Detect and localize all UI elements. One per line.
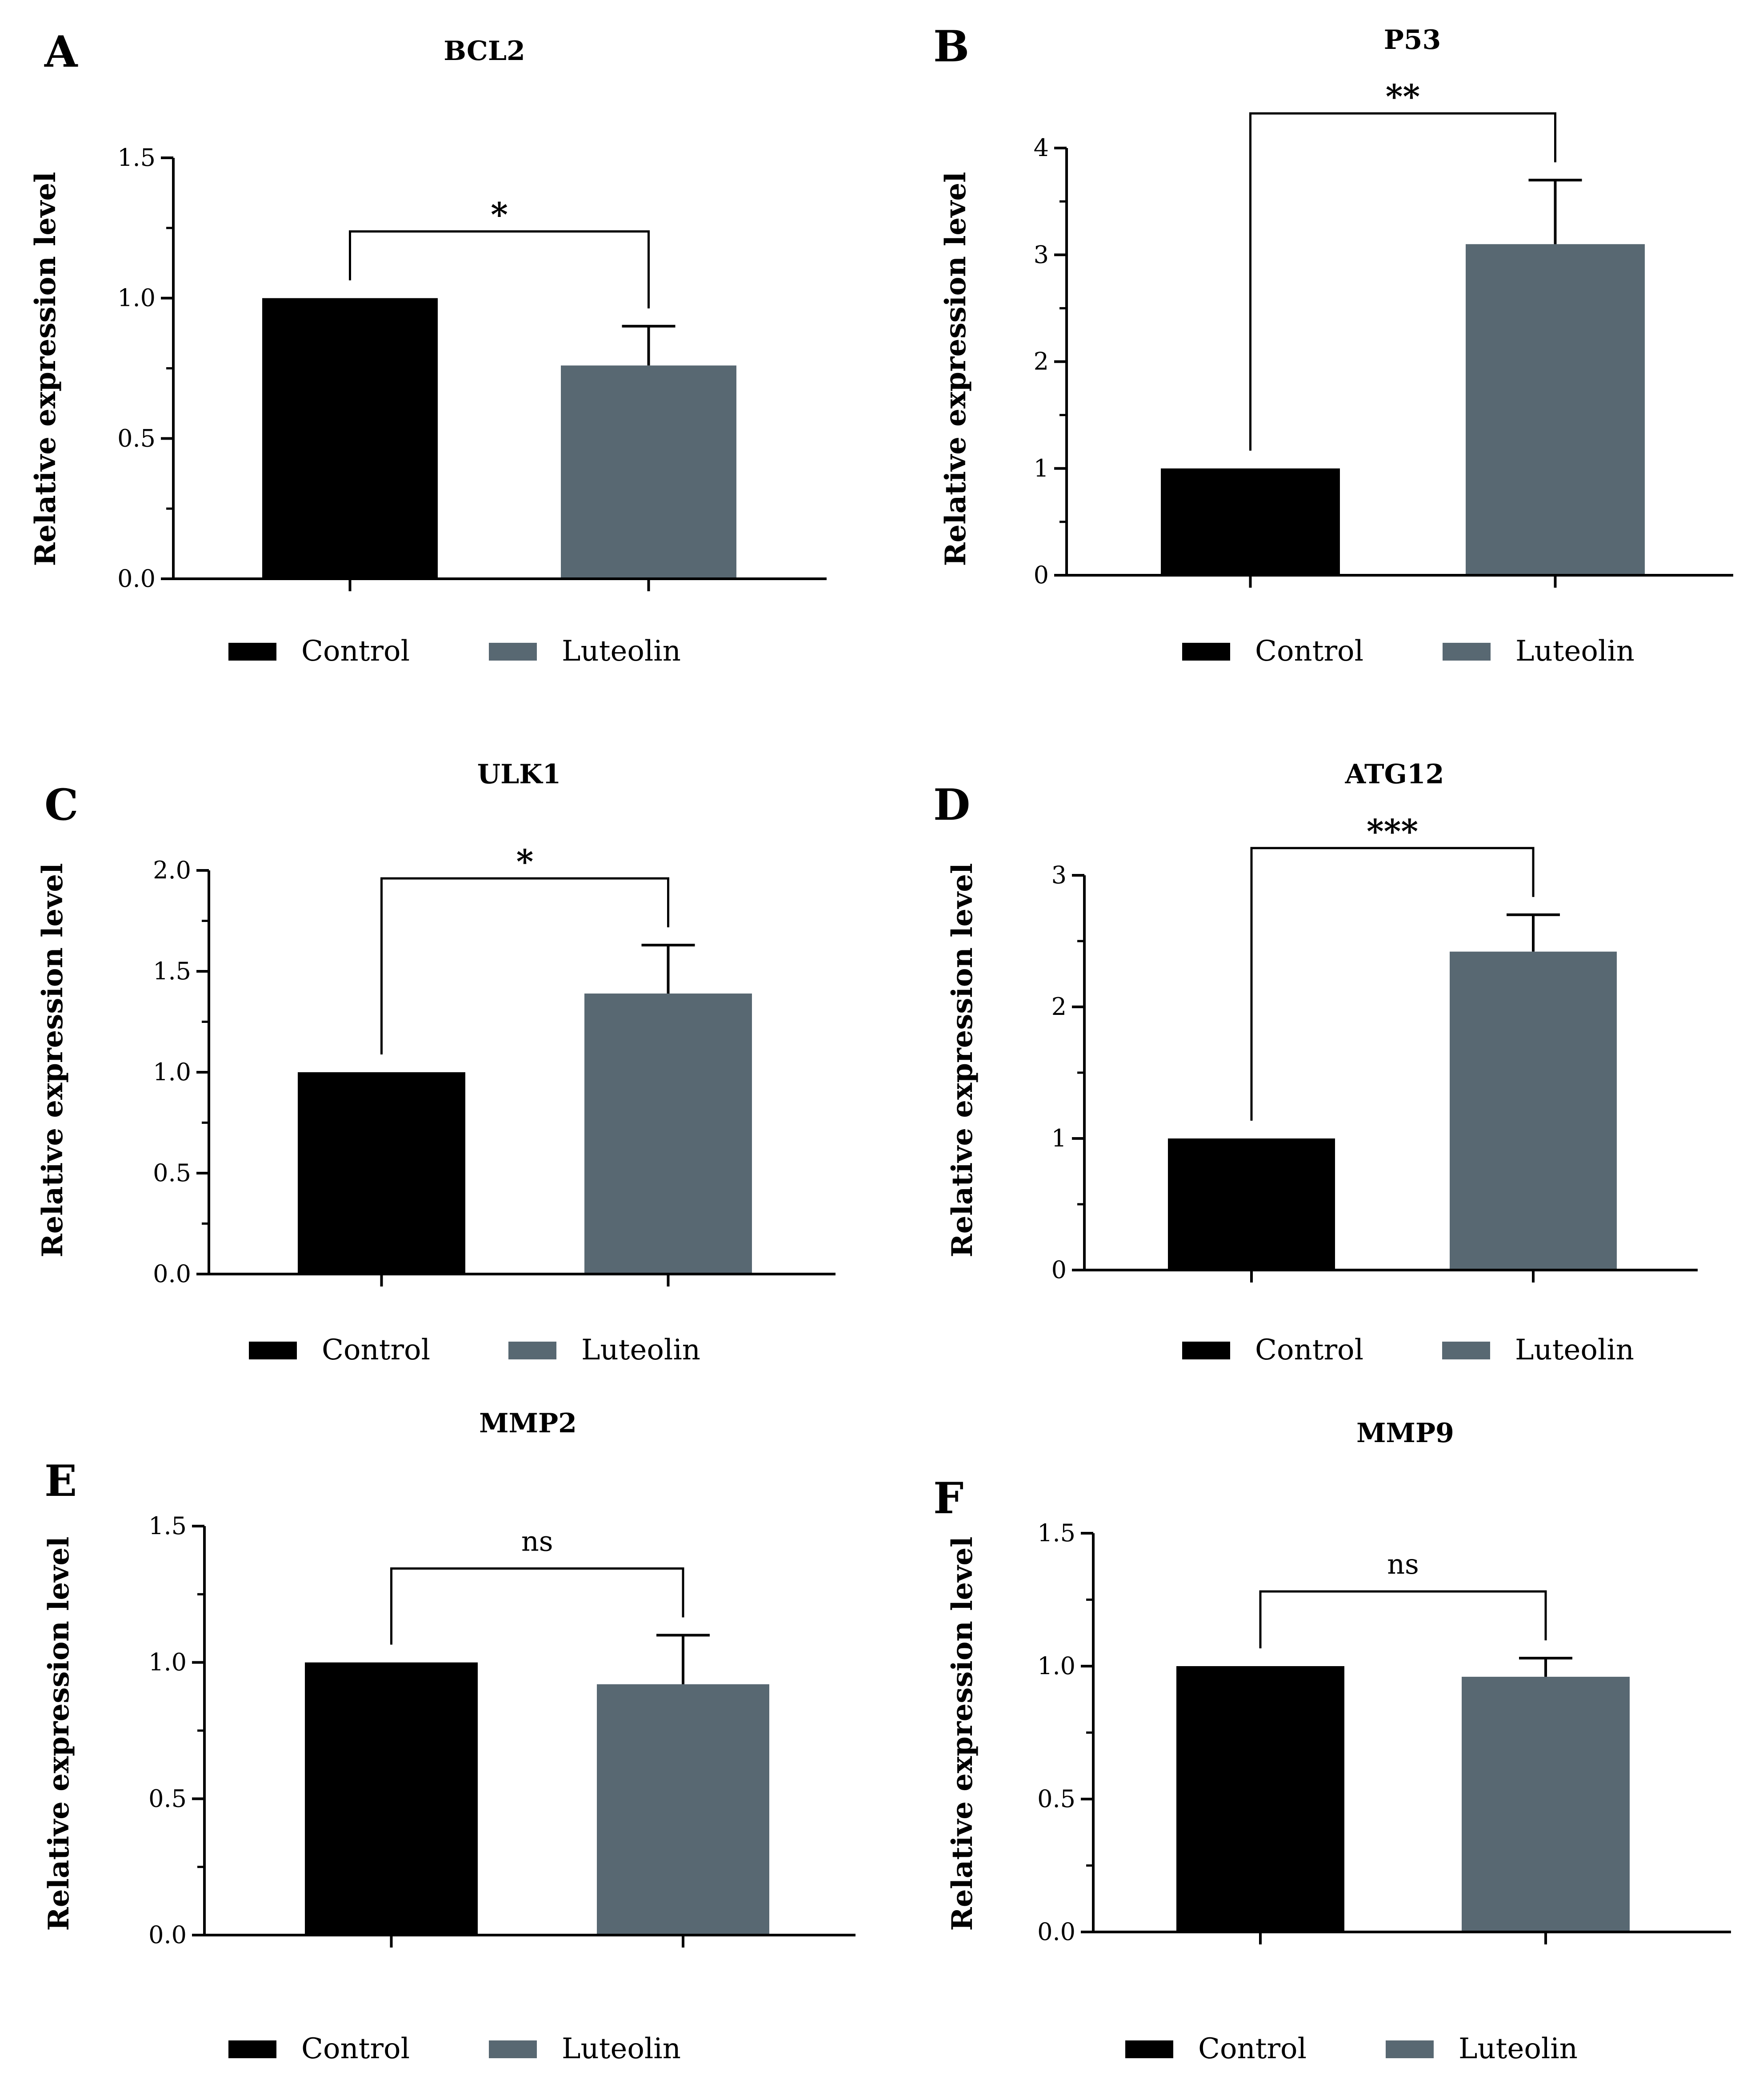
chart-title: ATG12 xyxy=(1345,759,1444,790)
legend-swatch-control xyxy=(228,2040,276,2058)
y-tick-label: 1 xyxy=(1034,454,1049,482)
legend-label-luteolin: Luteolin xyxy=(1515,635,1635,668)
legend-label-control: Control xyxy=(301,635,410,668)
y-tick-label: 0.0 xyxy=(117,565,156,593)
legend-swatch-luteolin xyxy=(1442,1342,1490,1359)
chart-panel-b: B P53 Relative expression level 0 1 2 3 4 ** Cont… xyxy=(933,21,1733,668)
significance-label: ** xyxy=(1386,78,1420,116)
bar-luteolin xyxy=(561,365,736,579)
bar-control xyxy=(1176,1666,1344,1932)
y-tick-label: 1.5 xyxy=(153,957,191,985)
y-tick-label: 0.0 xyxy=(153,1260,191,1288)
panel-letter: D xyxy=(933,780,970,830)
legend-swatch-luteolin xyxy=(489,643,537,661)
significance-label: *** xyxy=(1367,813,1418,851)
y-tick-label: 1.0 xyxy=(117,284,156,312)
y-tick-label: 0.0 xyxy=(148,1921,187,1949)
chart-title: ULK1 xyxy=(477,759,561,790)
y-axis-label: Relative expression level xyxy=(42,1537,76,1931)
bar-luteolin xyxy=(1450,951,1617,1270)
chart-title: BCL2 xyxy=(444,36,525,67)
legend-swatch-luteolin xyxy=(508,1342,556,1359)
significance-bracket xyxy=(349,230,650,309)
y-tick-label: 1.0 xyxy=(153,1058,191,1086)
y-tick-label: 0 xyxy=(1034,561,1049,589)
y-tick-label: 0.5 xyxy=(117,424,156,452)
bar-luteolin xyxy=(1462,1676,1630,1932)
significance-bracket xyxy=(1250,847,1535,1121)
y-tick-label: 0.5 xyxy=(148,1784,187,1812)
significance-label: * xyxy=(491,196,508,234)
y-tick-label: 2.0 xyxy=(153,856,191,884)
chart-panel-c: C ULK1 Relative expression level 0.0 0.5 1.0 1… xyxy=(36,759,836,1367)
chart-panel-d: D ATG12 Relative expression level 0 1 2 3 *** Co… xyxy=(933,759,1698,1367)
legend-swatch-control xyxy=(249,1342,297,1359)
y-tick-label: 2 xyxy=(1034,348,1049,376)
y-tick-label: 1.0 xyxy=(1037,1652,1075,1680)
chart-title: MMP2 xyxy=(479,1408,577,1439)
legend-label-control: Control xyxy=(1255,1334,1363,1367)
bar-luteolin xyxy=(584,993,752,1274)
bar-control xyxy=(262,298,438,579)
chart-panel-a: A BCL2 Relative expression level 0.0 0.5 1.0 1… xyxy=(29,27,827,668)
y-tick-label: 0.0 xyxy=(1037,1918,1075,1946)
legend-swatch-control xyxy=(1182,643,1230,661)
significance-bracket xyxy=(390,1567,684,1645)
significance-bracket xyxy=(380,877,669,1054)
bar-control xyxy=(1168,1138,1335,1270)
legend-label-luteolin: Luteolin xyxy=(1515,1334,1634,1367)
significance-bracket xyxy=(1259,1590,1547,1648)
y-tick-label: 4 xyxy=(1034,134,1049,162)
y-tick-label: 2 xyxy=(1051,993,1067,1021)
chart-title: MMP9 xyxy=(1356,1418,1454,1449)
legend-label-control: Control xyxy=(1198,2032,1307,2065)
significance-label: * xyxy=(516,843,534,881)
y-tick-label: 1.0 xyxy=(148,1648,187,1676)
panel-letter: A xyxy=(44,27,78,77)
legend-swatch-luteolin xyxy=(489,2040,537,2058)
bar-control xyxy=(298,1072,465,1274)
y-tick-label: 3 xyxy=(1051,861,1067,889)
panel-letter: F xyxy=(933,1473,963,1523)
legend-label-luteolin: Luteolin xyxy=(581,1334,700,1367)
bar-control xyxy=(1161,468,1340,575)
legend-label-luteolin: Luteolin xyxy=(562,2032,681,2065)
legend-swatch-luteolin xyxy=(1386,2040,1434,2058)
y-axis-label: Relative expression level xyxy=(29,172,62,566)
legend-label-control: Control xyxy=(1255,635,1363,668)
y-axis-label: Relative expression level xyxy=(946,1537,979,1931)
y-axis-label: Relative expression level xyxy=(939,172,972,566)
legend-swatch-control xyxy=(228,643,276,661)
chart-title: P53 xyxy=(1384,24,1441,56)
y-tick-label: 3 xyxy=(1034,240,1049,269)
y-tick-label: 1 xyxy=(1051,1124,1067,1152)
y-axis-label: Relative expression level xyxy=(36,863,69,1258)
chart-panel-e: E MMP2 Relative expression level 0.0 0.5 1.0 1… xyxy=(42,1408,856,2065)
legend-label-luteolin: Luteolin xyxy=(562,635,681,668)
y-tick-label: 0.5 xyxy=(1037,1785,1075,1813)
panel-letter: B xyxy=(933,21,969,72)
bar-luteolin xyxy=(597,1684,769,1935)
y-tick-label: 0.5 xyxy=(153,1159,191,1187)
significance-bracket xyxy=(1249,112,1556,451)
legend-swatch-control xyxy=(1125,2040,1173,2058)
significance-label: ns xyxy=(1387,1548,1419,1580)
chart-panel-f: F MMP9 Relative expression level 0.0 0.5 1.0 1… xyxy=(933,1418,1731,2065)
legend-label-control: Control xyxy=(322,1334,430,1367)
bar-control xyxy=(305,1662,478,1935)
y-tick-label: 1.5 xyxy=(117,144,156,172)
legend-swatch-control xyxy=(1182,1342,1230,1359)
panel-letter: E xyxy=(44,1456,77,1506)
panel-letter: C xyxy=(44,780,78,830)
y-axis-label: Relative expression level xyxy=(946,863,979,1258)
legend-label-control: Control xyxy=(301,2032,410,2065)
significance-label: ns xyxy=(521,1525,553,1557)
legend-label-luteolin: Luteolin xyxy=(1459,2032,1578,2065)
legend-swatch-luteolin xyxy=(1443,643,1491,661)
y-tick-label: 0 xyxy=(1051,1256,1067,1284)
bar-luteolin xyxy=(1466,244,1645,575)
y-tick-label: 1.5 xyxy=(1037,1519,1075,1547)
y-tick-label: 1.5 xyxy=(148,1512,187,1540)
